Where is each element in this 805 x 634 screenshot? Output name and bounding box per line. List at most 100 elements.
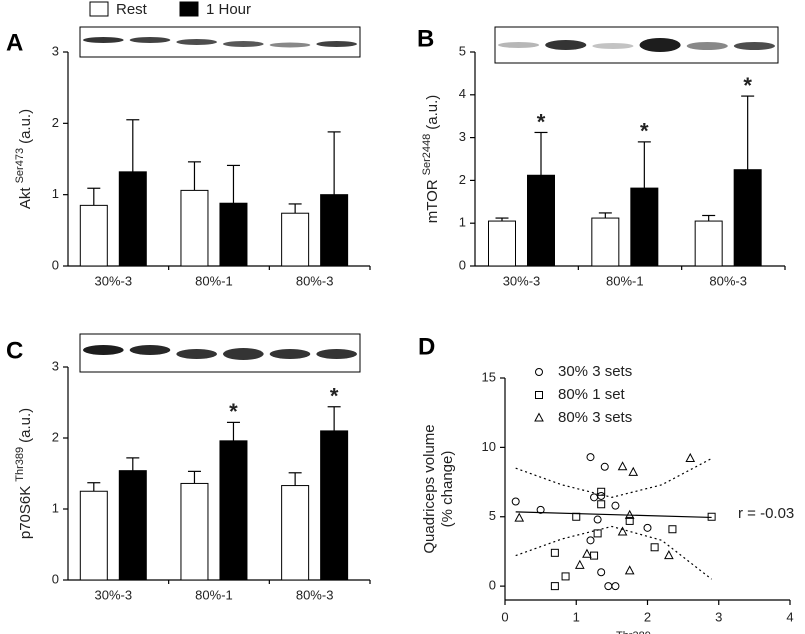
blot-band: [639, 38, 681, 52]
label-part: Thr389: [616, 630, 651, 634]
label-part: Akt: [17, 187, 34, 210]
blot-band: [223, 41, 264, 47]
point: [597, 491, 606, 500]
point: [597, 487, 606, 496]
blot-frame: [494, 26, 779, 64]
point: [597, 568, 606, 577]
point: [643, 523, 652, 532]
label-part: fold change: [655, 633, 733, 634]
point: [650, 543, 659, 552]
y-tick-label: 3: [52, 43, 59, 58]
y-tick-label: 1: [52, 500, 59, 515]
blot-frame: [79, 26, 361, 58]
x-tick-label: 30%-3: [95, 587, 133, 602]
confidence-band: [515, 457, 712, 498]
legend-marker: [535, 368, 543, 376]
x-tick-label: 2: [644, 609, 651, 624]
fit-line: [515, 511, 712, 519]
point: [550, 582, 559, 591]
legend-marker: [534, 412, 544, 422]
legend-marker: [535, 391, 543, 399]
point: [593, 529, 602, 538]
label-part: (a.u.): [424, 95, 441, 130]
blot-band: [176, 349, 218, 359]
x-tick-label: 3: [715, 609, 722, 624]
y-tick-label: 0: [459, 257, 466, 272]
point: [550, 548, 559, 557]
bar: [591, 217, 620, 267]
bar: [488, 220, 516, 267]
label-part: p70S6K: [563, 633, 616, 634]
x-tick-label: 1: [573, 609, 580, 624]
point: [668, 525, 677, 534]
point: [707, 512, 716, 521]
x-tick-label: 80%-1: [195, 587, 233, 602]
y-axis-label: (% change): [439, 451, 456, 528]
legend-label: 1 Hour: [206, 1, 251, 18]
blot-band: [83, 345, 124, 355]
confidence-band: [515, 525, 712, 580]
point: [611, 582, 620, 591]
legend-label: 30% 3 sets: [558, 363, 632, 380]
point: [511, 497, 520, 506]
y-tick-label: 5: [489, 508, 496, 523]
bar: [219, 202, 248, 267]
annotation: r = -0.03: [738, 505, 794, 522]
point: [611, 501, 620, 510]
label-part: p70S6K: [17, 486, 34, 539]
blot-band: [497, 42, 540, 48]
blot-band: [223, 348, 264, 360]
bar: [118, 171, 147, 267]
y-axis-label: mTOR Ser2448 (a.u.): [421, 95, 441, 224]
point: [574, 559, 585, 569]
point: [572, 512, 581, 521]
bar: [180, 189, 209, 267]
blot-band: [545, 40, 587, 50]
x-tick-label: 80%-3: [296, 273, 334, 288]
label-part: (a.u.): [17, 408, 34, 443]
x-tick-label: 4: [786, 609, 793, 624]
bar: [733, 169, 762, 267]
x-tick-label: 0: [501, 609, 508, 624]
y-tick-label: 2: [52, 115, 59, 130]
bar: [219, 440, 248, 581]
blot-band: [592, 43, 634, 49]
point: [628, 466, 639, 476]
y-tick-label: 3: [52, 358, 59, 373]
y-tick-label: 2: [459, 172, 466, 187]
point: [590, 551, 599, 560]
y-tick-label: 10: [482, 439, 496, 454]
panel-letter: D: [418, 333, 435, 360]
y-tick-label: 3: [459, 129, 466, 144]
bar: [180, 482, 209, 581]
y-tick-label: 15: [482, 369, 496, 384]
x-tick-label: 80%-3: [709, 273, 747, 288]
x-tick-label: 30%-3: [95, 273, 133, 288]
blot-band: [176, 39, 218, 45]
point: [685, 452, 696, 462]
x-tick-label: 30%-3: [503, 273, 541, 288]
point: [586, 536, 595, 545]
x-tick-label: 80%-1: [195, 273, 233, 288]
blot-band: [269, 349, 311, 359]
point: [586, 453, 595, 462]
label-part: mTOR: [424, 179, 441, 223]
blot-band: [733, 42, 776, 50]
y-axis-label: Akt Ser473 (a.u.): [14, 109, 34, 209]
significance-label: *: [640, 119, 649, 144]
y-tick-label: 1: [459, 215, 466, 230]
point: [582, 548, 592, 558]
legend-swatch: [179, 1, 199, 17]
y-tick-label: 0: [52, 257, 59, 272]
x-tick-label: 80%-1: [606, 273, 644, 288]
point: [590, 493, 599, 502]
y-tick-label: 1: [52, 186, 59, 201]
significance-label: *: [743, 73, 752, 98]
x-tick-label: 80%-3: [296, 587, 334, 602]
x-axis-label: p70S6KThr389 fold change: [563, 630, 733, 634]
legend-label: 80% 3 sets: [558, 409, 632, 426]
label-part: Ser473: [14, 148, 26, 183]
blot-band: [129, 345, 171, 355]
point: [536, 505, 545, 514]
